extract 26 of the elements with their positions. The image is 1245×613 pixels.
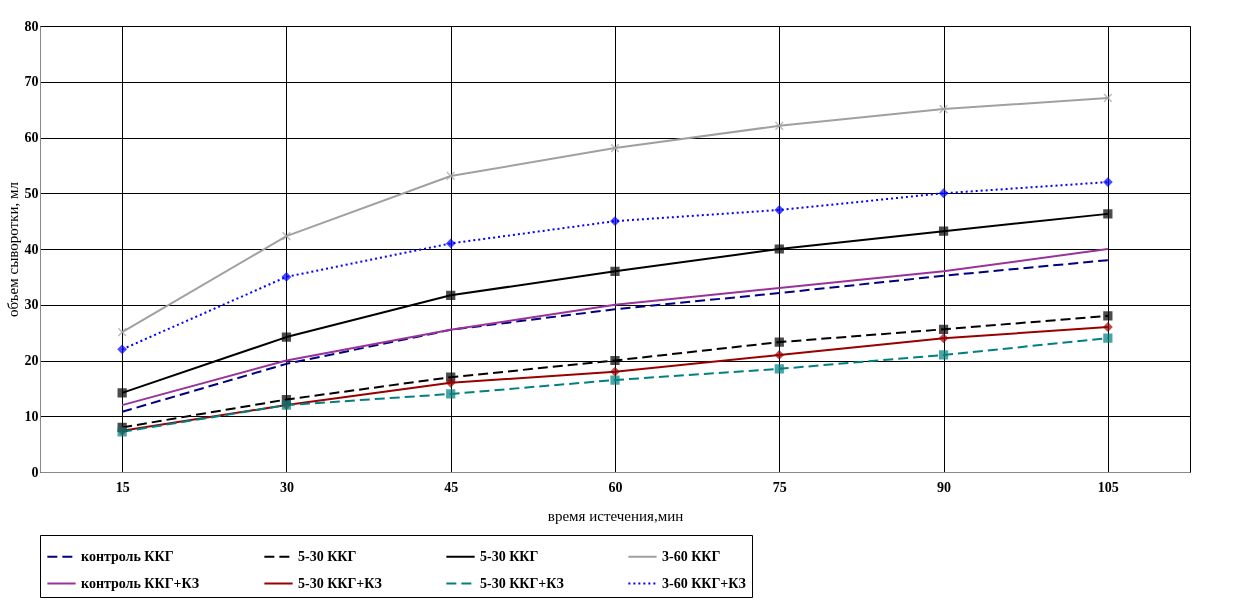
x-axis-title: время истечения,мин: [547, 507, 684, 524]
y-axis-title: объем сыворотки, мл: [4, 181, 21, 317]
legend-label: 3-60 ККГ+КЗ: [662, 575, 746, 591]
legend-label: 3-60 ККГ: [662, 548, 721, 564]
x-tick-label: 60: [608, 479, 623, 495]
y-tick-label: 40: [24, 241, 39, 257]
legend-label: 5-30 ККГ: [298, 548, 357, 564]
y-tick-label: 0: [31, 464, 39, 480]
x-tick-label: 75: [772, 479, 787, 495]
legend-label: 5-30 ККГ: [480, 548, 539, 564]
y-tick-label: 80: [24, 18, 39, 34]
y-tick-label: 30: [24, 297, 39, 313]
legend-label: 5-30 ККГ+КЗ: [298, 575, 382, 591]
legend-label: 5-30 ККГ+КЗ: [480, 575, 564, 591]
y-tick-label: 70: [24, 74, 39, 90]
x-tick-label: 45: [444, 479, 459, 495]
x-tick-label: 90: [937, 479, 952, 495]
y-tick-label: 60: [24, 130, 39, 145]
y-tick-label: 10: [24, 408, 39, 424]
y-tick-label: 20: [24, 353, 39, 368]
x-tick-label: 105: [1097, 479, 1119, 495]
y-tick-label: 50: [24, 185, 39, 201]
legend-label: контроль ККГ+КЗ: [81, 575, 200, 591]
x-tick-label: 15: [115, 479, 130, 495]
x-tick-label: 30: [279, 479, 294, 495]
legend-label: контроль ККГ: [81, 548, 174, 564]
